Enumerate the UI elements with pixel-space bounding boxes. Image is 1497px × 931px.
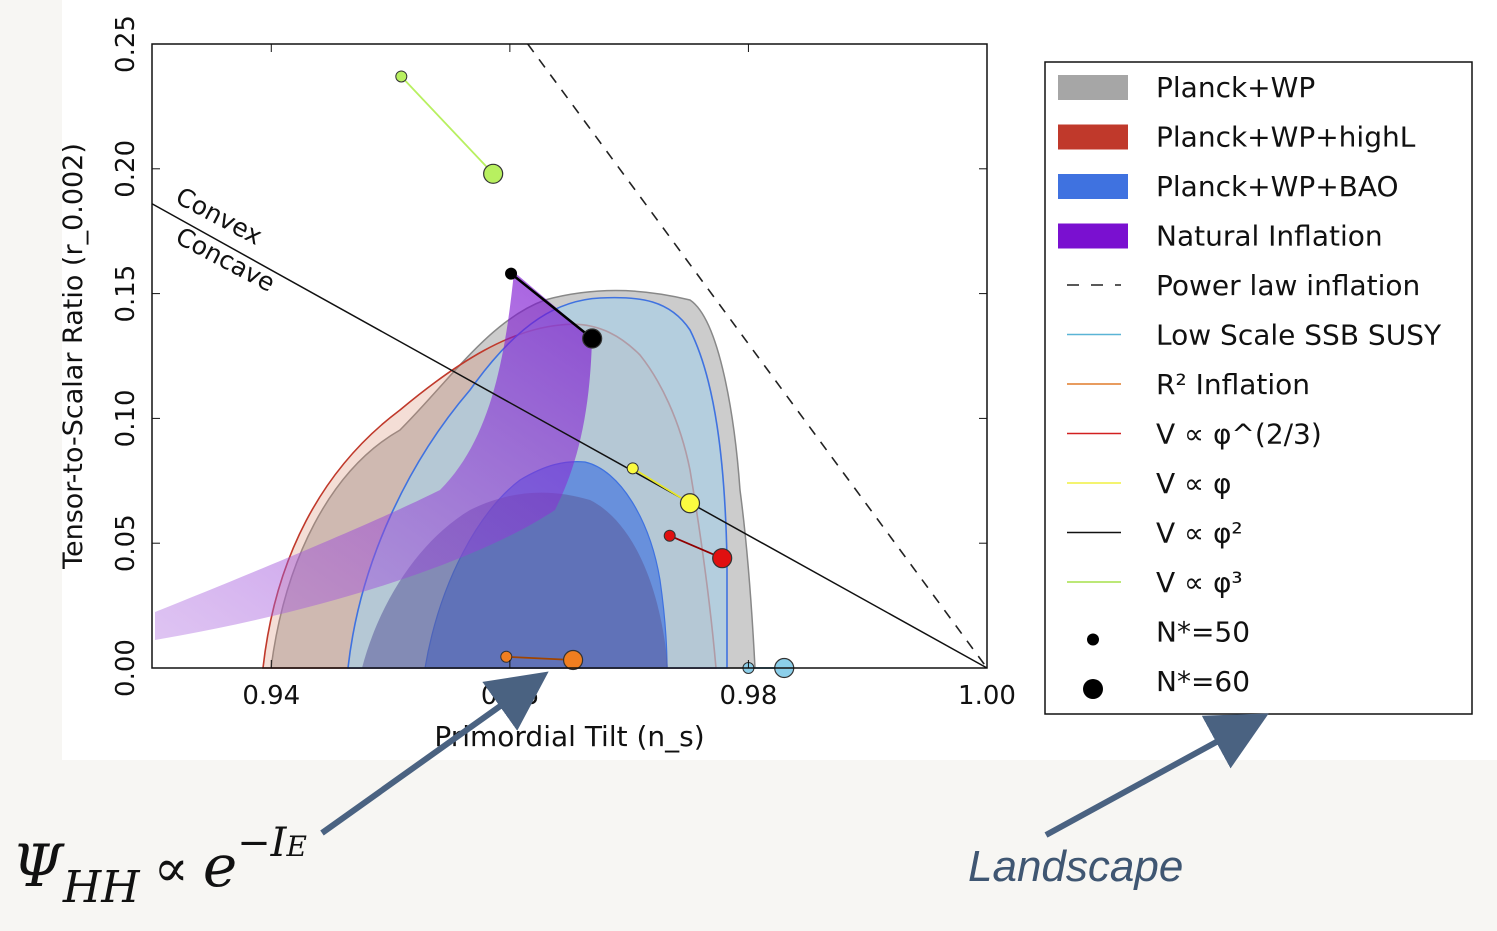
landscape-label: Landscape bbox=[968, 842, 1184, 891]
legend-swatch bbox=[1058, 124, 1128, 150]
legend-label: Planck+WP+highL bbox=[1156, 121, 1416, 154]
n60-point bbox=[483, 163, 504, 184]
series-1 bbox=[395, 70, 504, 184]
legend-swatch bbox=[1083, 679, 1103, 699]
exp-base: e bbox=[202, 832, 238, 900]
wavefunction-formula: ΨHH ∝ e−IE bbox=[12, 820, 307, 913]
n60-point bbox=[562, 649, 584, 671]
exp-power: −IE bbox=[237, 820, 307, 866]
legend-label: N*=60 bbox=[1156, 665, 1250, 698]
series-5 bbox=[500, 649, 584, 671]
legend-item-0: Planck+WP bbox=[1058, 71, 1315, 104]
y-tick-label: 0.00 bbox=[111, 639, 141, 697]
convex-concave-line bbox=[151, 203, 988, 669]
legend-swatch bbox=[1058, 75, 1128, 100]
proportional-symbol: ∝ bbox=[153, 839, 189, 899]
n60-point bbox=[679, 493, 701, 514]
legend-item-4: Power law inflation bbox=[1067, 269, 1420, 302]
x-axis-label: Primordial Tilt (n_s) bbox=[434, 720, 704, 753]
y-tick-label: 0.10 bbox=[111, 389, 141, 447]
series-line bbox=[506, 655, 574, 661]
legend-swatch bbox=[1058, 223, 1128, 249]
legend-label: Natural Inflation bbox=[1156, 220, 1383, 253]
n60-point bbox=[582, 328, 603, 349]
n50-point bbox=[663, 529, 676, 542]
series-2 bbox=[505, 267, 603, 349]
x-tick-label: 0.98 bbox=[719, 681, 777, 711]
x-tick-label: 0.96 bbox=[481, 681, 539, 711]
power-law-line bbox=[527, 43, 988, 669]
plot-frame bbox=[151, 43, 988, 669]
n50-point bbox=[395, 70, 408, 83]
legend-label: Power law inflation bbox=[1156, 269, 1420, 302]
legend-label: V ∝ φ² bbox=[1156, 517, 1243, 550]
psi-symbol: Ψ bbox=[12, 832, 63, 900]
legend-label: N*=50 bbox=[1156, 616, 1250, 649]
y-tick-label: 0.05 bbox=[111, 514, 141, 572]
legend-label: V ∝ φ bbox=[1156, 467, 1231, 500]
legend-item-6: R² Inflation bbox=[1067, 368, 1310, 401]
x-tick-label: 1.00 bbox=[958, 681, 1016, 711]
y-tick-label: 0.15 bbox=[111, 265, 141, 323]
legend-item-2: Planck+WP+BAO bbox=[1058, 170, 1399, 203]
n60-point bbox=[712, 548, 733, 569]
y-tick-label: 0.20 bbox=[111, 140, 141, 198]
legend-box bbox=[1044, 61, 1473, 715]
legend-label: V ∝ φ³ bbox=[1156, 566, 1243, 599]
legend-label: V ∝ φ^(2/3) bbox=[1156, 418, 1322, 451]
exp-power-text: −I bbox=[237, 820, 287, 866]
n50-point bbox=[500, 650, 513, 663]
confidence-regions bbox=[155, 272, 756, 669]
series-0 bbox=[527, 43, 988, 669]
psi-subscript: HH bbox=[62, 862, 140, 913]
figure-panel: Convex Concave 0.94 0.96 0.98 1.00 0.00 0.05 0.… bbox=[62, 0, 1497, 760]
legend-item-5: Low Scale SSB SUSY bbox=[1067, 319, 1442, 352]
legend-label: Planck+WP bbox=[1156, 71, 1315, 104]
legend-label: Low Scale SSB SUSY bbox=[1156, 319, 1442, 352]
legend-item-3: Natural Inflation bbox=[1058, 220, 1383, 253]
n50-point bbox=[626, 462, 639, 475]
series-line bbox=[510, 272, 593, 340]
legend: Planck+WP Planck+WP+highL Planck+WP+BAO Nat… bbox=[1044, 61, 1473, 715]
y-axis-label: Tensor-to-Scalar Ratio (r_0.002) bbox=[62, 143, 89, 570]
legend-item-1: Planck+WP+highL bbox=[1058, 121, 1416, 154]
natural-inflation-region bbox=[155, 272, 592, 640]
legend-label: Planck+WP+BAO bbox=[1156, 170, 1399, 203]
n50-point bbox=[505, 267, 518, 280]
exp-power-subscript: E bbox=[286, 830, 307, 863]
legend-item-9: V ∝ φ² bbox=[1067, 517, 1243, 550]
legend-item-11: N*=50 bbox=[1087, 616, 1250, 649]
x-tick-label: 0.94 bbox=[242, 681, 300, 711]
legend-item-12: N*=60 bbox=[1083, 665, 1250, 699]
legend-swatch bbox=[1058, 174, 1128, 199]
legend-label: R² Inflation bbox=[1156, 368, 1310, 401]
series-line bbox=[400, 75, 494, 175]
y-tick-label: 0.25 bbox=[111, 15, 141, 73]
series-4 bbox=[663, 529, 733, 569]
legend-item-10: V ∝ φ³ bbox=[1067, 566, 1243, 599]
legend-swatch bbox=[1087, 633, 1099, 646]
series-3 bbox=[626, 462, 701, 514]
legend-item-8: V ∝ φ bbox=[1067, 467, 1231, 500]
series-line bbox=[632, 467, 691, 505]
legend-item-7: V ∝ φ^(2/3) bbox=[1067, 418, 1322, 451]
